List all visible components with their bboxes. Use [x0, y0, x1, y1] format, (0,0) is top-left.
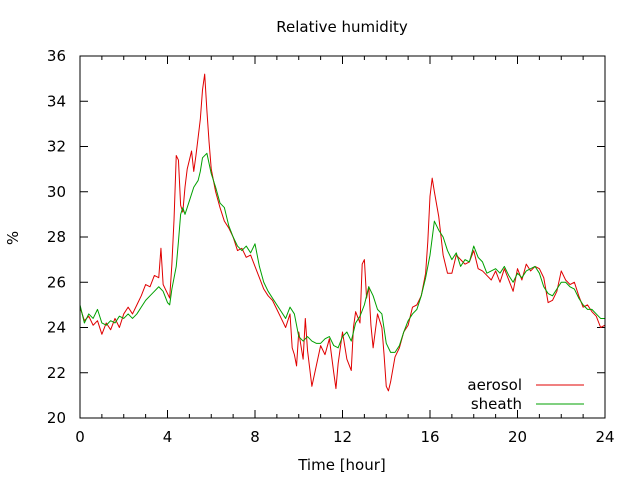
y-tick-label: 22 [47, 364, 66, 382]
x-tick-label: 8 [250, 428, 260, 446]
x-tick-label: 0 [75, 428, 85, 446]
legend-label-sheath: sheath [471, 395, 522, 413]
x-tick-label: 12 [333, 428, 352, 446]
chart-title: Relative humidity [276, 18, 408, 36]
plot-series [79, 73, 606, 392]
y-tick-label: 26 [47, 273, 66, 291]
y-tick-label: 32 [47, 138, 66, 156]
y-tick-label: 28 [47, 228, 66, 246]
x-axis-label: Time [hour] [297, 456, 386, 474]
axis-ticks: 0 4 8 12 16 20 24 20 22 24 26 28 30 32 34 36 [47, 47, 615, 446]
y-tick-label: 30 [47, 183, 66, 201]
x-tick-label: 4 [163, 428, 173, 446]
y-tick-label: 24 [47, 319, 66, 337]
y-tick-label: 36 [47, 47, 66, 65]
y-axis-label: % [4, 231, 22, 245]
series-line-sheath [79, 152, 605, 353]
legend-label-aerosol: aerosol [467, 376, 522, 394]
plot-frame [79, 55, 606, 419]
y-tick-label: 20 [47, 409, 66, 427]
x-tick-label: 24 [595, 428, 614, 446]
series-line-aerosol [79, 73, 606, 392]
x-tick-label: 20 [508, 428, 527, 446]
y-tick-label: 34 [47, 92, 66, 110]
x-tick-label: 16 [420, 428, 439, 446]
